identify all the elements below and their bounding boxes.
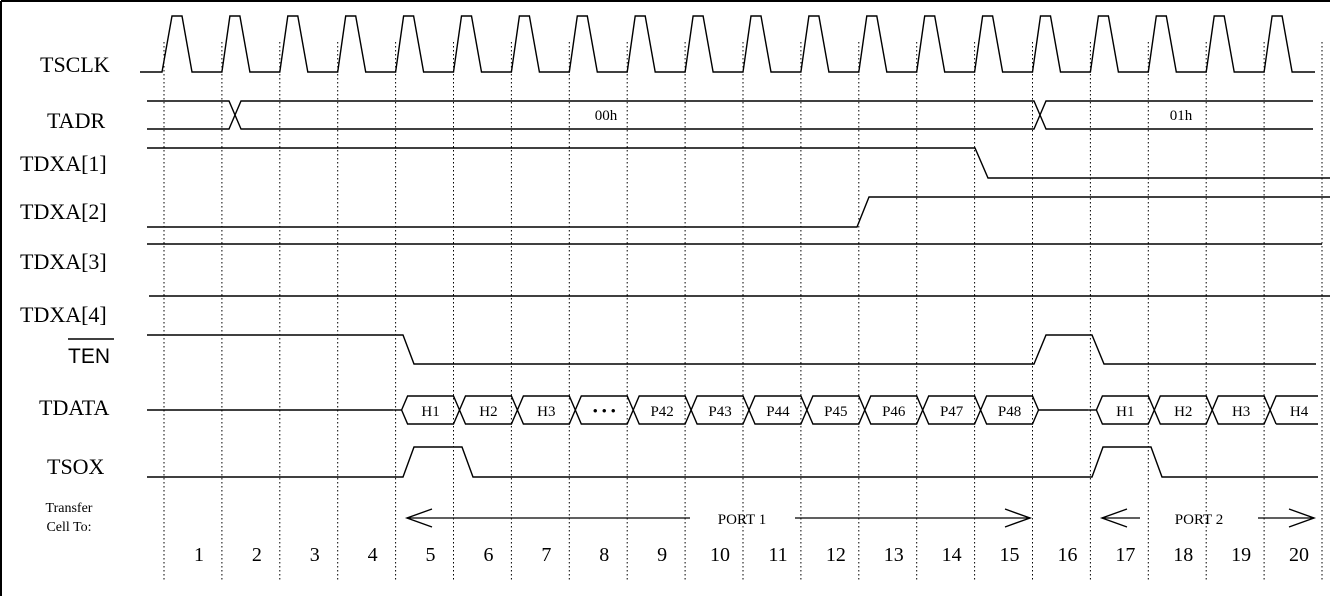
cycle-grid <box>163 42 1323 580</box>
tdata-value: P48 <box>998 404 1021 420</box>
tadr-bus-bottom <box>147 113 1313 130</box>
port1-arrowhead-left <box>404 508 433 528</box>
label-tsclk: TSCLK <box>40 52 110 77</box>
cycle-number: 1 <box>194 544 204 566</box>
label-ten: TEN <box>68 345 110 368</box>
cycle-number: 17 <box>1115 544 1135 566</box>
tdata-value: P44 <box>766 404 790 420</box>
label-tsox: TSOX <box>47 454 105 479</box>
port1-arrowhead-right <box>1004 508 1033 528</box>
tdxa2-waveform <box>147 196 1330 228</box>
port2-label: PORT 2 <box>1175 512 1223 528</box>
tadr-value-01h: 01h <box>1170 108 1193 124</box>
tadr-value-00h: 00h <box>595 108 618 124</box>
cycle-number: 12 <box>826 544 846 566</box>
cycle-number: 19 <box>1231 544 1251 566</box>
label-tdxa4: TDXA[4] <box>20 302 107 327</box>
tdata-value: H2 <box>479 404 497 420</box>
label-tadr: TADR <box>47 108 105 133</box>
label-cell-to: Cell To: <box>46 520 91 535</box>
cycle-number: 15 <box>1000 544 1020 566</box>
tdata-value: H4 <box>1290 404 1309 420</box>
tdata-value: H2 <box>1174 404 1192 420</box>
label-tdxa2: TDXA[2] <box>20 199 107 224</box>
cycle-number: 20 <box>1289 544 1309 566</box>
cycle-number: 9 <box>657 544 667 566</box>
tsclk-waveform <box>140 15 1315 73</box>
tsox-waveform <box>147 446 1318 478</box>
cycle-number: 4 <box>368 544 378 566</box>
label-tdata: TDATA <box>39 395 109 420</box>
cycle-number: 6 <box>483 544 493 566</box>
tdata-bus: H1 H2 H3 • • • P42 P43 P44 P45 P46 P47 P48 H1 H2 H3 H4 <box>147 395 1318 425</box>
tdxa1-waveform <box>147 147 1330 179</box>
cycle-number: 8 <box>599 544 609 566</box>
tdata-value: H3 <box>1232 404 1250 420</box>
cycle-number: 2 <box>252 544 262 566</box>
tdata-value: H3 <box>537 404 555 420</box>
cycle-number: 13 <box>884 544 904 566</box>
tdata-value: P43 <box>708 404 731 420</box>
ten-waveform <box>147 334 1316 365</box>
tdata-value: • • • <box>593 404 616 420</box>
port2-span: PORT 2 <box>1099 508 1317 528</box>
label-tdxa1: TDXA[1] <box>20 151 107 176</box>
tdata-value: P46 <box>882 404 906 420</box>
tdata-value: P47 <box>940 404 964 420</box>
cycle-number: 10 <box>710 544 730 566</box>
port1-label: PORT 1 <box>718 512 766 528</box>
tdata-value: H1 <box>421 404 439 420</box>
cycle-number: 14 <box>942 544 962 566</box>
tdata-value: H1 <box>1116 404 1134 420</box>
tadr-bus-top <box>147 100 1313 117</box>
tdata-value: P42 <box>650 404 673 420</box>
cycle-number: 5 <box>426 544 436 566</box>
cycle-number: 11 <box>768 544 787 566</box>
cycle-numbers: 1 2 3 4 5 6 7 8 9 10 11 12 13 14 15 16 17 18 19 20 <box>194 544 1309 566</box>
tdata-cell <box>1269 395 1318 425</box>
cycle-number: 18 <box>1173 544 1193 566</box>
cycle-number: 3 <box>310 544 320 566</box>
label-tdxa3: TDXA[3] <box>20 249 107 274</box>
cycle-number: 7 <box>541 544 551 566</box>
label-transfer: Transfer <box>46 501 93 516</box>
cycle-number: 16 <box>1057 544 1077 566</box>
port2-arrowhead-right <box>1288 508 1317 528</box>
tdata-value: P45 <box>824 404 847 420</box>
port1-span: PORT 1 <box>404 508 1033 528</box>
port2-arrowhead-left <box>1099 508 1128 528</box>
